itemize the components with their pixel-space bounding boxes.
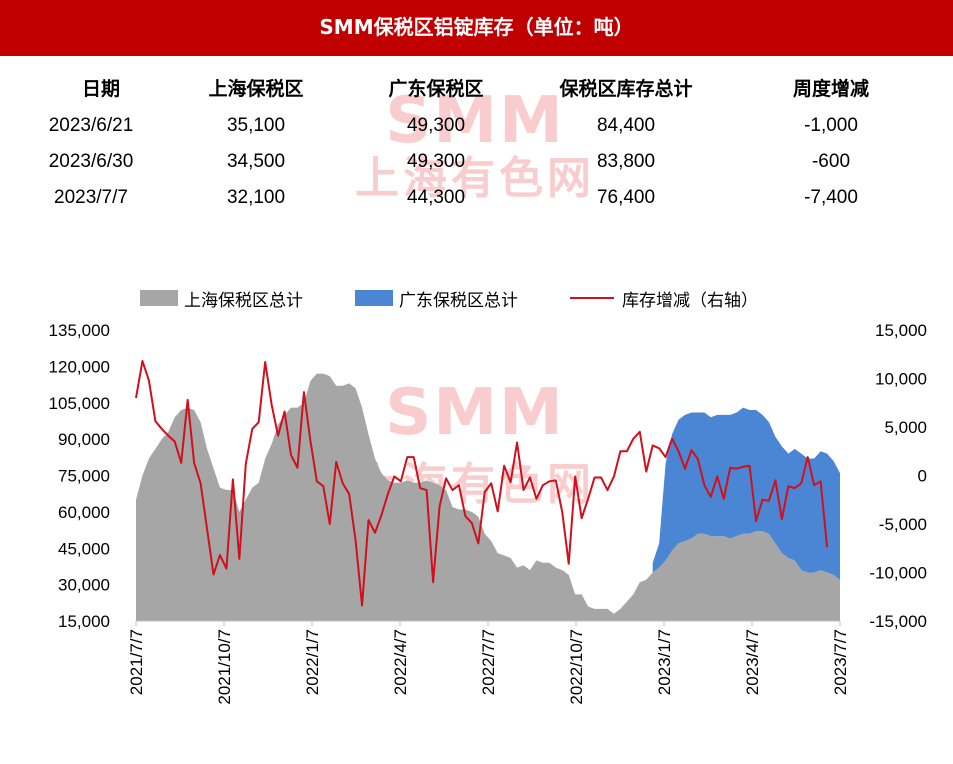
legend-swatch-change — [570, 297, 614, 299]
y-right-tick-label: 15,000 — [875, 321, 927, 340]
legend-swatch-shanghai — [140, 290, 178, 306]
cell-guangdong: 49,300 — [406, 151, 466, 172]
cell-total: 84,400 — [596, 115, 656, 136]
cell-weekly-change: -600 — [811, 151, 851, 172]
legend-label-change: 库存增减（右轴） — [622, 290, 758, 311]
cell-guangdong: 49,300 — [406, 115, 466, 136]
x-tick-label: 2021/10/7 — [215, 629, 234, 705]
cell-date: 2023/7/7 — [54, 187, 128, 208]
series-area-guangdong — [652, 407, 840, 580]
table-header-row: 日期 上海保税区 广东保税区 保税区库存总计 周度增减 — [16, 66, 936, 108]
y-right-tick-label: 10,000 — [875, 370, 927, 389]
cell-weekly-change: -7,400 — [804, 187, 858, 208]
legend-item-shanghai: 上海保税区总计 — [140, 286, 303, 311]
legend-label-shanghai: 上海保税区总计 — [184, 290, 303, 311]
y-left-tick-label: 60,000 — [58, 503, 110, 522]
x-tick-label: 2022/1/7 — [303, 629, 322, 695]
table-row: 2023/6/30 34,500 49,300 83,800 -600 — [16, 144, 936, 180]
series-line-change — [135, 360, 829, 607]
cell-shanghai: 32,100 — [226, 187, 286, 208]
cell-weekly-change: -1,000 — [804, 115, 858, 136]
y-right-tick-label: -15,000 — [869, 612, 927, 631]
y-left-tick-label: 90,000 — [58, 430, 110, 449]
col-header-shanghai: 上海保税区 — [208, 77, 304, 100]
cell-date: 2023/6/30 — [48, 151, 134, 172]
y-left-tick-label: 135,000 — [49, 321, 110, 340]
y-left-tick-label: 105,000 — [49, 394, 110, 413]
x-tick-label: 2022/7/7 — [479, 629, 498, 695]
y-right-tick-label: 5,000 — [884, 418, 927, 437]
y-left-tick-label: 120,000 — [49, 357, 110, 376]
legend-item-guangdong: 广东保税区总计 — [355, 286, 518, 311]
chart-title: SMM保税区铝锭库存（单位：吨） — [0, 0, 953, 56]
y-right-tick-label: 0 — [918, 467, 927, 486]
y-left-tick-label: 30,000 — [58, 576, 110, 595]
col-header-date: 日期 — [82, 77, 121, 100]
table-row: 2023/6/21 35,100 49,300 84,400 -1,000 — [16, 108, 936, 144]
col-header-weekly-change: 周度增减 — [792, 77, 869, 100]
x-tick-label: 2022/10/7 — [567, 629, 586, 705]
cell-guangdong: 44,300 — [406, 187, 466, 208]
x-tick-label: 2023/1/7 — [655, 629, 674, 695]
table-row: 2023/7/7 32,100 44,300 76,400 -7,400 — [16, 180, 936, 216]
cell-shanghai: 35,100 — [226, 115, 286, 136]
inventory-table: 日期 上海保税区 广东保税区 保税区库存总计 周度增减 2023/6/21 35… — [16, 66, 936, 216]
legend-label-guangdong: 广东保税区总计 — [399, 290, 518, 311]
y-left-tick-label: 75,000 — [58, 467, 110, 486]
cell-shanghai: 34,500 — [226, 151, 286, 172]
cell-date: 2023/6/21 — [48, 115, 134, 136]
cell-total: 76,400 — [596, 187, 656, 208]
series-area-shanghai — [136, 373, 840, 621]
x-tick-label: 2023/7/7 — [831, 629, 850, 695]
y-left-tick-label: 45,000 — [58, 539, 110, 558]
x-tick-label: 2023/4/7 — [743, 629, 762, 695]
chart-legend: 上海保税区总计 广东保税区总计 库存增减（右轴） — [140, 284, 810, 312]
col-header-total: 保税区库存总计 — [559, 77, 693, 100]
legend-swatch-guangdong — [355, 290, 393, 306]
y-right-tick-label: -10,000 — [869, 564, 927, 583]
x-tick-label: 2022/4/7 — [391, 629, 410, 695]
x-tick-label: 2021/7/7 — [127, 629, 146, 695]
y-right-tick-label: -5,000 — [879, 515, 927, 534]
col-header-guangdong: 广东保税区 — [388, 77, 484, 100]
legend-item-change: 库存增减（右轴） — [570, 286, 758, 311]
y-left-tick-label: 15,000 — [58, 612, 110, 631]
cell-total: 83,800 — [596, 151, 656, 172]
